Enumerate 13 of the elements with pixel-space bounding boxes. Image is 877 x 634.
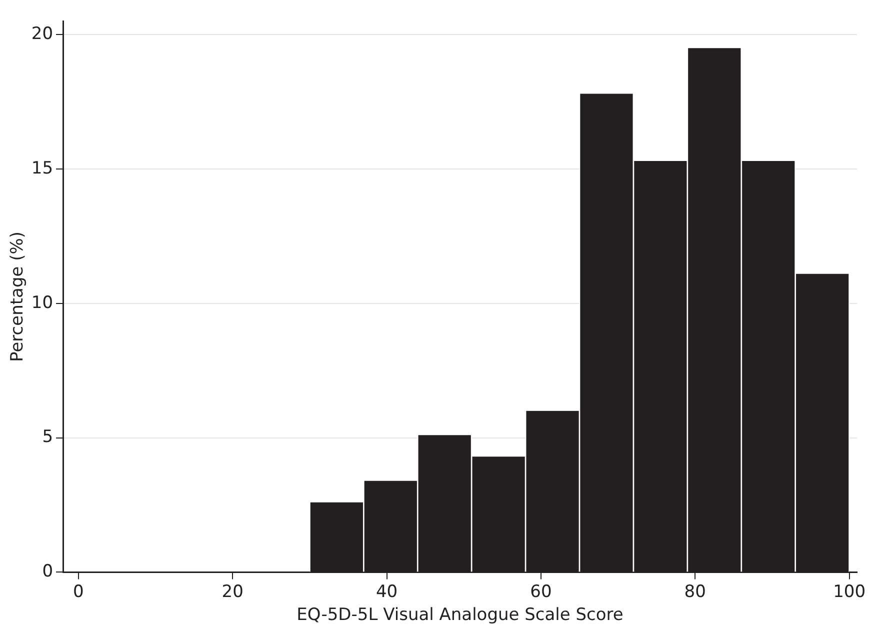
x-tick-label: 40	[376, 582, 398, 602]
y-axis-title: Percentage (%)	[8, 231, 28, 362]
x-tick-label: 60	[530, 582, 552, 602]
x-axis-title: EQ-5D-5L Visual Analogue Scale Score	[296, 605, 624, 626]
y-tick-label: 10	[31, 292, 54, 313]
y-tick-label: 20	[31, 24, 54, 44]
y-tick-label: 0	[42, 562, 54, 582]
y-tick-label: 15	[31, 158, 54, 178]
x-tick-label: 0	[73, 582, 84, 602]
y-tick-label: 5	[42, 427, 54, 448]
x-tick-label: 20	[222, 582, 244, 602]
x-tick-label: 80	[684, 582, 706, 602]
x-tick-label: 100	[833, 582, 866, 602]
